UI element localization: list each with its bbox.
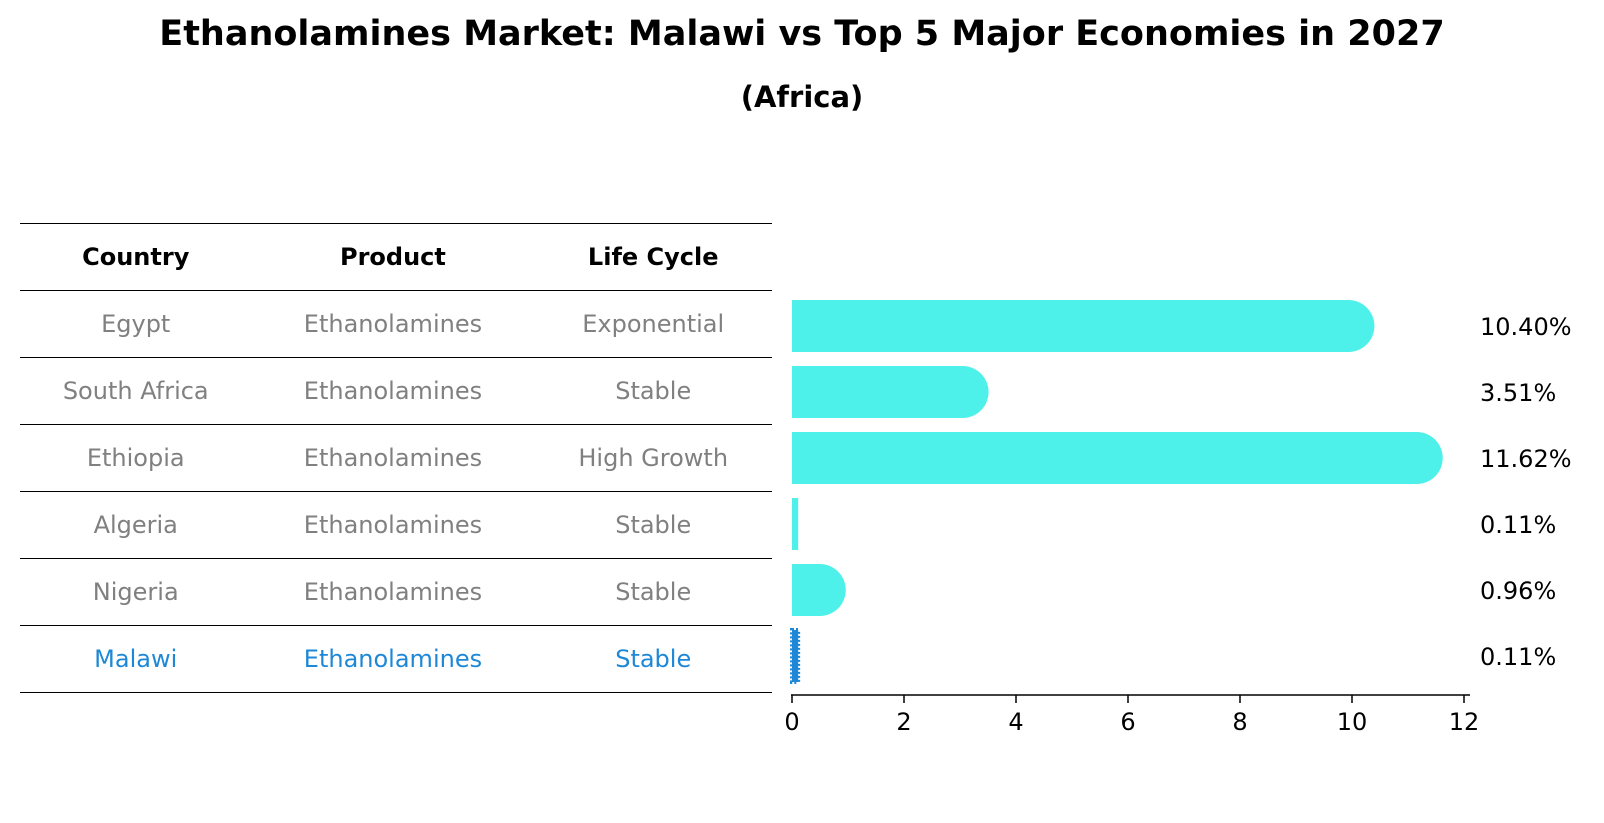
cell-product: Ethanolamines — [251, 424, 535, 492]
table-row: Ethiopia Ethanolamines High Growth — [20, 424, 772, 492]
table-row: Egypt Ethanolamines Exponential — [20, 290, 772, 358]
cell-product: Ethanolamines — [251, 357, 535, 425]
cell-product: Ethanolamines — [251, 625, 535, 693]
x-tick-label: 8 — [1232, 708, 1247, 736]
header-country: Country — [20, 223, 252, 291]
bar-value-label: 11.62% — [1480, 445, 1572, 473]
table-body: Egypt Ethanolamines Exponential South Afric… — [20, 290, 772, 693]
table-row: Malawi Ethanolamines Stable — [20, 625, 772, 693]
bar-nigeria — [792, 564, 846, 616]
table-header-row: Country Product Life Cycle — [20, 223, 772, 291]
cell-life-cycle: High Growth — [534, 424, 772, 492]
cell-life-cycle: Stable — [534, 491, 772, 559]
bar-egypt — [792, 300, 1375, 352]
x-tick-label: 12 — [1449, 708, 1480, 736]
cell-country: Malawi — [20, 625, 252, 693]
table-row: Algeria Ethanolamines Stable — [20, 491, 772, 559]
x-tick-label: 4 — [1008, 708, 1023, 736]
bar-malawi — [790, 628, 801, 684]
cell-country: South Africa — [20, 357, 252, 425]
x-tick-label: 6 — [1120, 708, 1135, 736]
cell-country: Algeria — [20, 491, 252, 559]
x-tick-label: 10 — [1337, 708, 1368, 736]
table-row: Nigeria Ethanolamines Stable — [20, 558, 772, 626]
cell-life-cycle: Exponential — [534, 290, 772, 358]
bar-value-label: 10.40% — [1480, 313, 1572, 341]
bar-algeria — [792, 498, 799, 550]
header-life-cycle: Life Cycle — [534, 223, 772, 291]
bar-value-label: 3.51% — [1480, 379, 1556, 407]
cell-life-cycle: Stable — [534, 625, 772, 693]
cell-life-cycle: Stable — [534, 357, 772, 425]
cell-product: Ethanolamines — [251, 491, 535, 559]
cell-product: Ethanolamines — [251, 290, 535, 358]
cell-country: Nigeria — [20, 558, 252, 626]
header-product: Product — [251, 223, 535, 291]
cell-life-cycle: Stable — [534, 558, 772, 626]
bar-value-label: 0.11% — [1480, 643, 1556, 671]
x-tick-label: 2 — [896, 708, 911, 736]
cell-country: Egypt — [20, 290, 252, 358]
bar-south-africa — [792, 366, 989, 418]
chart-subtitle: (Africa) — [740, 80, 864, 114]
chart-title: Ethanolamines Market: Malawi vs Top 5 Ma… — [159, 14, 1445, 54]
data-table: Country Product Life Cycle Egypt Ethanola… — [20, 223, 772, 693]
bar-value-label: 0.11% — [1480, 511, 1556, 539]
bar-ethiopia — [792, 432, 1443, 484]
table-row: South Africa Ethanolamines Stable — [20, 357, 772, 425]
cell-product: Ethanolamines — [251, 558, 535, 626]
cell-country: Ethiopia — [20, 424, 252, 492]
x-tick-label: 0 — [784, 708, 799, 736]
bar-value-label: 0.96% — [1480, 577, 1556, 605]
